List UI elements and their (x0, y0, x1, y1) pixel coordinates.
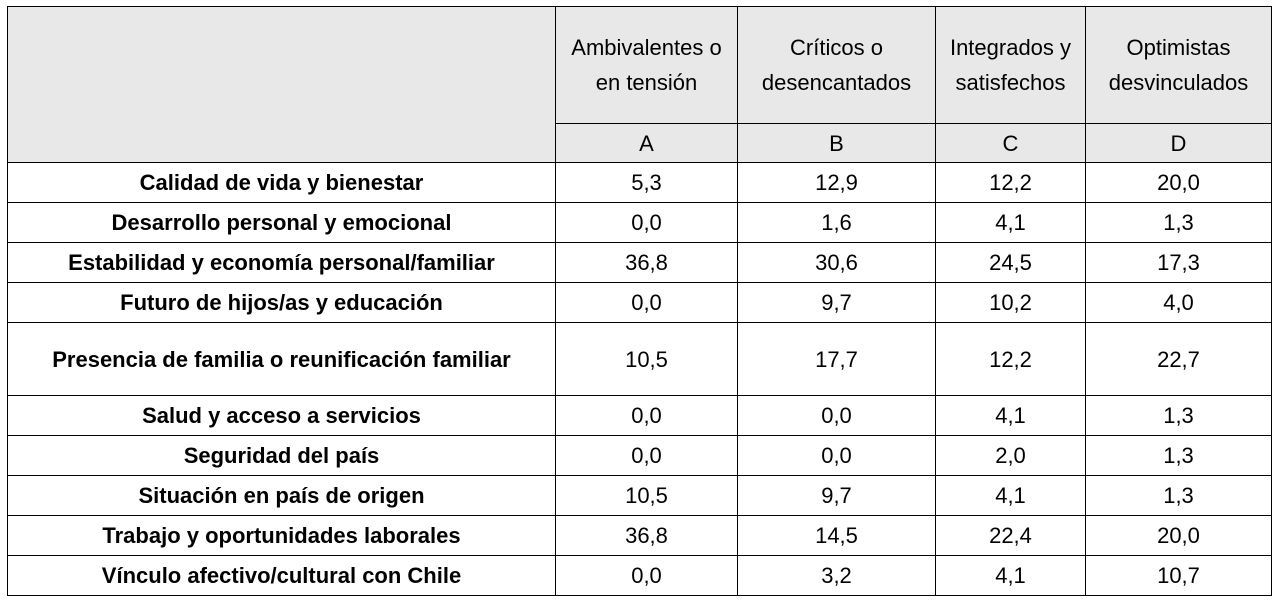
table-cell: 24,5 (935, 242, 1086, 283)
column-header-name: Integrados y satisfechos (935, 6, 1086, 124)
table-cell: 17,3 (1085, 242, 1272, 283)
header-row-names: Ambivalentes o en tensión Críticos o des… (7, 6, 1272, 163)
table-cell: 10,7 (1085, 555, 1272, 596)
table-cell: 30,6 (737, 242, 936, 283)
row-label: Salud y acceso a servicios (7, 395, 556, 436)
table-cell: 0,0 (555, 555, 738, 596)
row-label: Vínculo afectivo/cultural con Chile (7, 555, 556, 596)
table-cell: 9,7 (737, 282, 936, 323)
row-label: Situación en país de origen (7, 475, 556, 516)
table-cell: 10,5 (555, 475, 738, 516)
table-cell: 3,2 (737, 555, 936, 596)
table-cell: 1,3 (1085, 475, 1272, 516)
table-row: Trabajo y oportunidades laborales 36,8 1… (7, 515, 1272, 556)
table-cell: 0,0 (555, 435, 738, 476)
table-row: Seguridad del país 0,0 0,0 2,0 1,3 (7, 435, 1272, 476)
table-cell: 12,2 (935, 162, 1086, 203)
table-cell: 4,1 (935, 202, 1086, 243)
table-cell: 36,8 (555, 242, 738, 283)
table-row: Vínculo afectivo/cultural con Chile 0,0 … (7, 555, 1272, 596)
column-header-name: Críticos o desencantados (737, 6, 936, 124)
table-cell: 20,0 (1085, 515, 1272, 556)
table-row: Salud y acceso a servicios 0,0 0,0 4,1 1… (7, 395, 1272, 436)
table-cell: 9,7 (737, 475, 936, 516)
column-header-name: Optimistas desvinculados (1085, 6, 1272, 124)
column-header-letter: B (737, 123, 936, 163)
row-label: Futuro de hijos/as y educación (7, 282, 556, 323)
table-cell: 1,3 (1085, 202, 1272, 243)
table-cell: 4,1 (935, 395, 1086, 436)
table-cell: 1,3 (1085, 435, 1272, 476)
row-label: Trabajo y oportunidades laborales (7, 515, 556, 556)
row-label: Estabilidad y economía personal/familiar (7, 242, 556, 283)
table-cell: 4,1 (935, 475, 1086, 516)
table-cell: 0,0 (555, 395, 738, 436)
column-header-letter: D (1085, 123, 1272, 163)
table-cell: 10,2 (935, 282, 1086, 323)
table-row: Estabilidad y economía personal/familiar… (7, 242, 1272, 283)
table-cell: 1,6 (737, 202, 936, 243)
header-row-letters: A B C D (8, 123, 1272, 163)
table-cell: 14,5 (737, 515, 936, 556)
table-cell: 0,0 (737, 435, 936, 476)
column-header-name: Ambivalentes o en tensión (555, 6, 738, 124)
table-row: Calidad de vida y bienestar 5,3 12,9 12,… (7, 162, 1272, 203)
table-cell: 12,9 (737, 162, 936, 203)
table-cell: 0,0 (737, 395, 936, 436)
table-cell: 17,7 (737, 322, 936, 396)
row-label: Desarrollo personal y emocional (7, 202, 556, 243)
row-label: Presencia de familia o reunificación fam… (7, 322, 556, 396)
row-label: Calidad de vida y bienestar (7, 162, 556, 203)
table-cell: 22,4 (935, 515, 1086, 556)
table-cell: 12,2 (935, 322, 1086, 396)
table-cell: 1,3 (1085, 395, 1272, 436)
row-label: Seguridad del país (7, 435, 556, 476)
corner-cell (7, 6, 556, 163)
table-cell: 10,5 (555, 322, 738, 396)
table-row: Presencia de familia o reunificación fam… (7, 322, 1272, 396)
table-cell: 4,1 (935, 555, 1086, 596)
table-row: Situación en país de origen 10,5 9,7 4,1… (7, 475, 1272, 516)
table-cell: 22,7 (1085, 322, 1272, 396)
table-row: Desarrollo personal y emocional 0,0 1,6 … (7, 202, 1272, 243)
column-header-letter: C (935, 123, 1086, 163)
table-cell: 0,0 (555, 202, 738, 243)
data-table: Ambivalentes o en tensión Críticos o des… (7, 6, 1272, 596)
table-cell: 0,0 (555, 282, 738, 323)
table-cell: 36,8 (555, 515, 738, 556)
table-cell: 4,0 (1085, 282, 1272, 323)
table-cell: 5,3 (555, 162, 738, 203)
table-cell: 20,0 (1085, 162, 1272, 203)
column-header-letter: A (555, 123, 738, 163)
table-row: Futuro de hijos/as y educación 0,0 9,7 1… (7, 282, 1272, 323)
table-cell: 2,0 (935, 435, 1086, 476)
